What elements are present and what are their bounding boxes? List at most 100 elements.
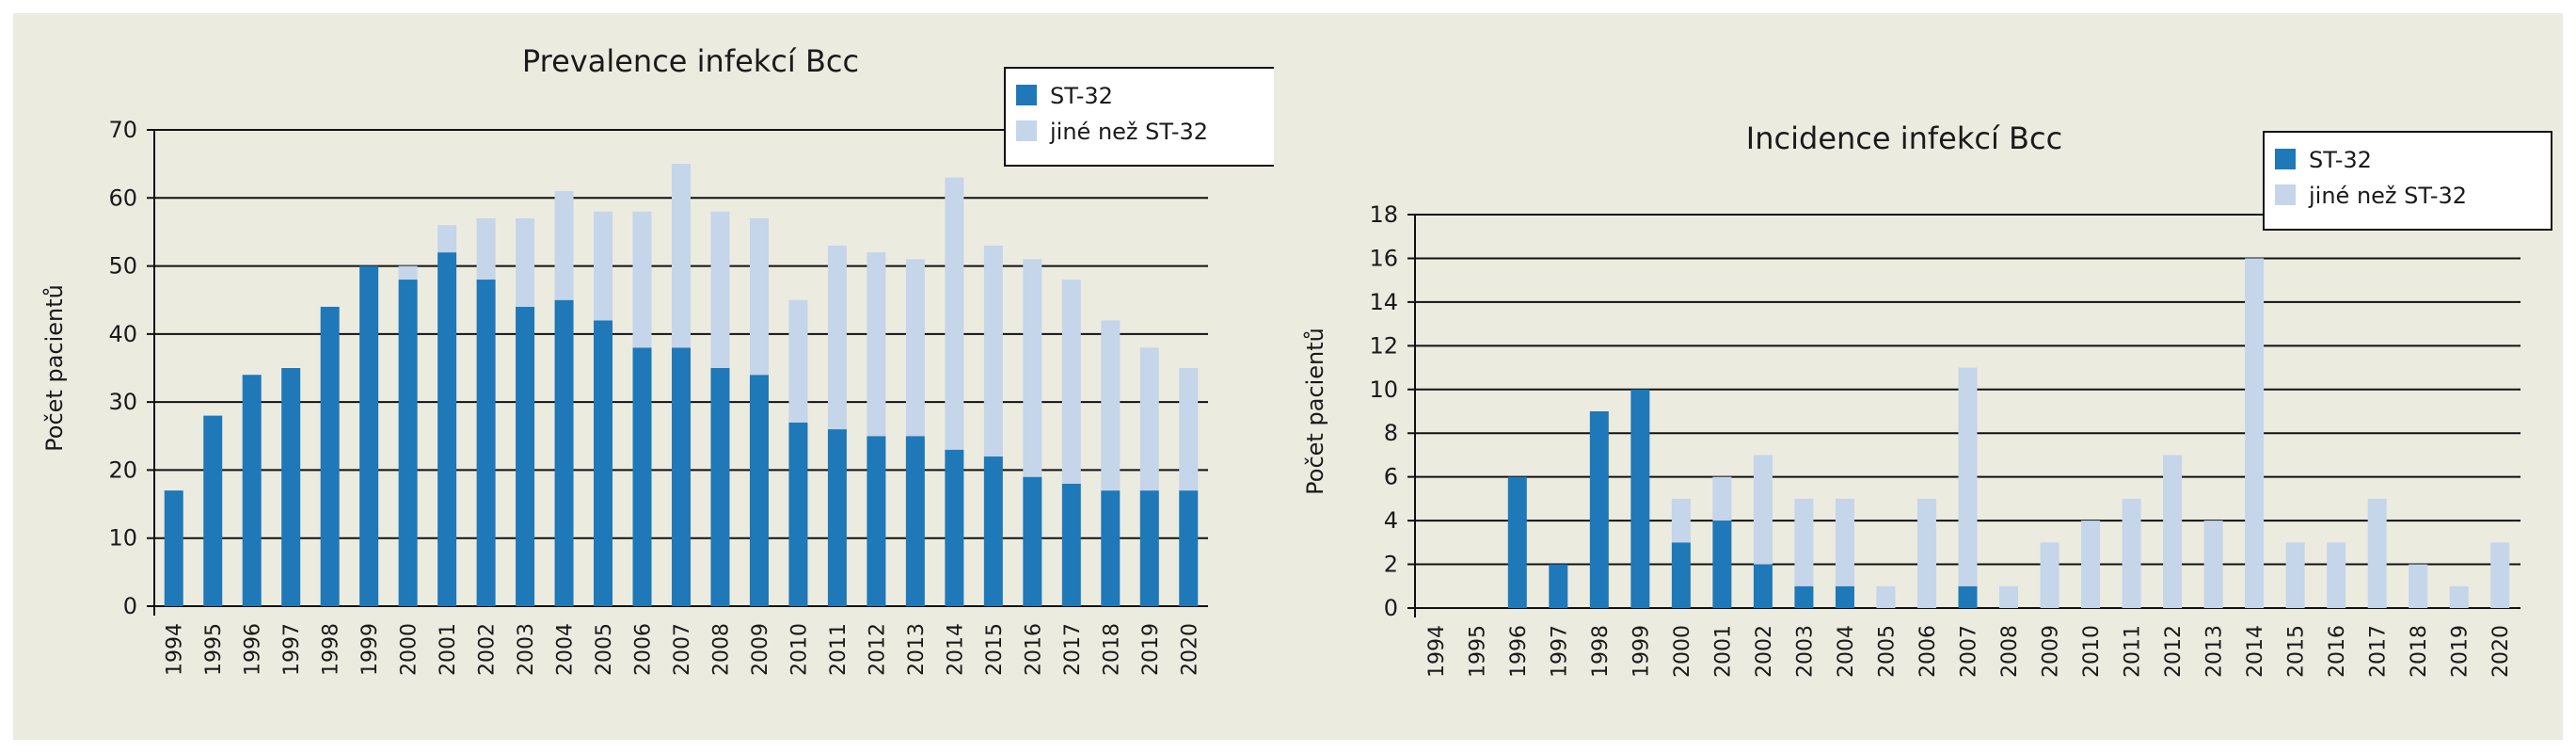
x-tick-label: 2002 — [1753, 625, 1776, 678]
x-tick-label: 2000 — [398, 623, 421, 676]
bar-st32-1999 — [359, 265, 379, 606]
x-tick-label: 2007 — [1958, 625, 1981, 678]
x-tick-label: 2011 — [827, 623, 851, 676]
x-tick-label: 1999 — [358, 623, 382, 676]
y-tick-label: 60 — [108, 184, 137, 211]
x-tick-label: 2012 — [2162, 625, 2186, 678]
y-tick-label: 8 — [1384, 420, 1398, 446]
bar-st32-2007 — [672, 347, 691, 606]
bar-other-2001 — [1712, 476, 1732, 521]
legend-label: jiné než ST-32 — [2308, 183, 2467, 209]
bar-st32-2010 — [788, 422, 808, 606]
legend-label: ST-32 — [1050, 83, 1113, 109]
bar-st32-1996 — [1507, 476, 1527, 608]
x-tick-label: 1995 — [1466, 625, 1489, 678]
x-tick-label: 2000 — [1671, 625, 1694, 678]
bar-other-2006 — [1916, 498, 1936, 608]
x-tick-label: 2007 — [671, 623, 694, 676]
bar-other-2018 — [2409, 564, 2428, 608]
x-tick-label: 2001 — [437, 623, 460, 676]
bar-other-2003 — [1794, 498, 1814, 586]
bar-other-2013 — [905, 259, 925, 437]
bar-st32-2000 — [1671, 542, 1691, 608]
x-tick-label: 2003 — [515, 623, 538, 676]
y-tick-label: 14 — [1369, 289, 1398, 315]
bar-st32-2004 — [554, 299, 574, 606]
bar-other-2007 — [1958, 367, 1978, 586]
y-tick-label: 4 — [1384, 507, 1398, 534]
bar-other-2009 — [2040, 542, 2059, 608]
bar-other-2006 — [632, 211, 652, 348]
legend-box — [1004, 67, 1274, 167]
bar-other-2000 — [1671, 498, 1691, 543]
bar-other-2001 — [437, 225, 457, 253]
bar-st32-2017 — [1061, 483, 1081, 606]
bar-st32-2002 — [476, 280, 496, 606]
bar-other-2012 — [2163, 455, 2183, 608]
bar-st32-2013 — [905, 436, 925, 606]
x-tick-label: 1998 — [1589, 625, 1613, 678]
x-tick-label: 2019 — [1139, 623, 1163, 676]
x-tick-label: 2005 — [1875, 625, 1899, 678]
bar-other-2007 — [672, 164, 691, 348]
bar-st32-2011 — [827, 429, 847, 606]
x-tick-label: 2010 — [2080, 625, 2104, 678]
bar-other-2004 — [1835, 498, 1854, 586]
y-axis-label: Počet pacientů — [41, 284, 68, 452]
bar-other-2012 — [867, 252, 886, 437]
bar-st32-2001 — [1712, 521, 1732, 608]
legend-swatch — [1016, 85, 1037, 105]
bar-st32-1999 — [1630, 389, 1650, 608]
y-tick-label: 0 — [1384, 595, 1398, 621]
x-tick-label: 2009 — [749, 623, 772, 676]
x-tick-label: 2002 — [476, 623, 500, 676]
x-tick-label: 2017 — [2367, 625, 2391, 678]
prevalence-chart: 0 10 20 30 40 50 60 70 1994 1995 1996 1997 1998 1999 2… — [41, 43, 1274, 676]
y-tick-label: 12 — [1369, 332, 1398, 359]
x-tick-label: 2011 — [2122, 625, 2145, 678]
bar-st32-2016 — [1023, 476, 1042, 606]
x-tick-label: 2010 — [787, 623, 811, 676]
bar-st32-2003 — [516, 306, 535, 606]
x-tick-label: 2004 — [1835, 625, 1858, 678]
x-tick-label: 2020 — [1178, 623, 1201, 676]
x-tick-label: 2012 — [866, 623, 889, 676]
bar-other-2013 — [2203, 521, 2223, 608]
bar-st32-1996 — [242, 375, 262, 606]
bar-st32-2020 — [1179, 490, 1199, 606]
bar-other-2015 — [2285, 542, 2305, 608]
bar-other-2010 — [788, 299, 808, 423]
x-tick-label: 2006 — [632, 623, 656, 676]
x-tick-label: 1997 — [280, 623, 304, 676]
bar-other-2004 — [554, 191, 574, 300]
bar-other-2017 — [2367, 498, 2387, 608]
bar-st32-2012 — [867, 436, 886, 606]
y-axis-label: Počet pacientů — [1302, 328, 1328, 495]
bar-other-2020 — [2490, 542, 2510, 608]
bar-st32-2002 — [1753, 564, 1773, 608]
chart-title: Prevalence infekcí Bcc — [522, 43, 859, 79]
x-tick-label: 1999 — [1630, 625, 1653, 678]
legend-box — [2263, 131, 2552, 231]
x-tick-label: 2013 — [905, 623, 929, 676]
x-tick-label: 1998 — [320, 623, 343, 676]
bar-other-2014 — [2245, 258, 2265, 608]
legend-swatch — [2275, 149, 2296, 169]
y-tick-label: 0 — [123, 593, 137, 619]
bar-st32-2009 — [749, 375, 769, 606]
bar-other-2009 — [749, 217, 769, 376]
bar-st32-2008 — [710, 368, 730, 606]
bar-other-2011 — [2122, 498, 2141, 608]
x-tick-label: 2013 — [2203, 625, 2227, 678]
y-tick-label: 40 — [108, 321, 137, 347]
bar-st32-1995 — [203, 415, 223, 606]
x-tick-label: 2003 — [1793, 625, 1817, 678]
bar-st32-2004 — [1835, 585, 1854, 608]
incidence-chart: 0 2 4 6 8 10 12 14 16 18 1994 1995 1996 1997 1998 1999 2… — [1302, 120, 2552, 678]
figure: 0 10 20 30 40 50 60 70 1994 1995 1996 1997 1998 1999 2… — [13, 13, 2563, 740]
y-tick-label: 50 — [108, 253, 137, 280]
y-tick-label: 70 — [108, 117, 137, 143]
chart-title: Incidence infekcí Bcc — [1746, 120, 2062, 156]
bar-st32-1998 — [1589, 411, 1609, 608]
bar-other-2005 — [1876, 585, 1896, 608]
